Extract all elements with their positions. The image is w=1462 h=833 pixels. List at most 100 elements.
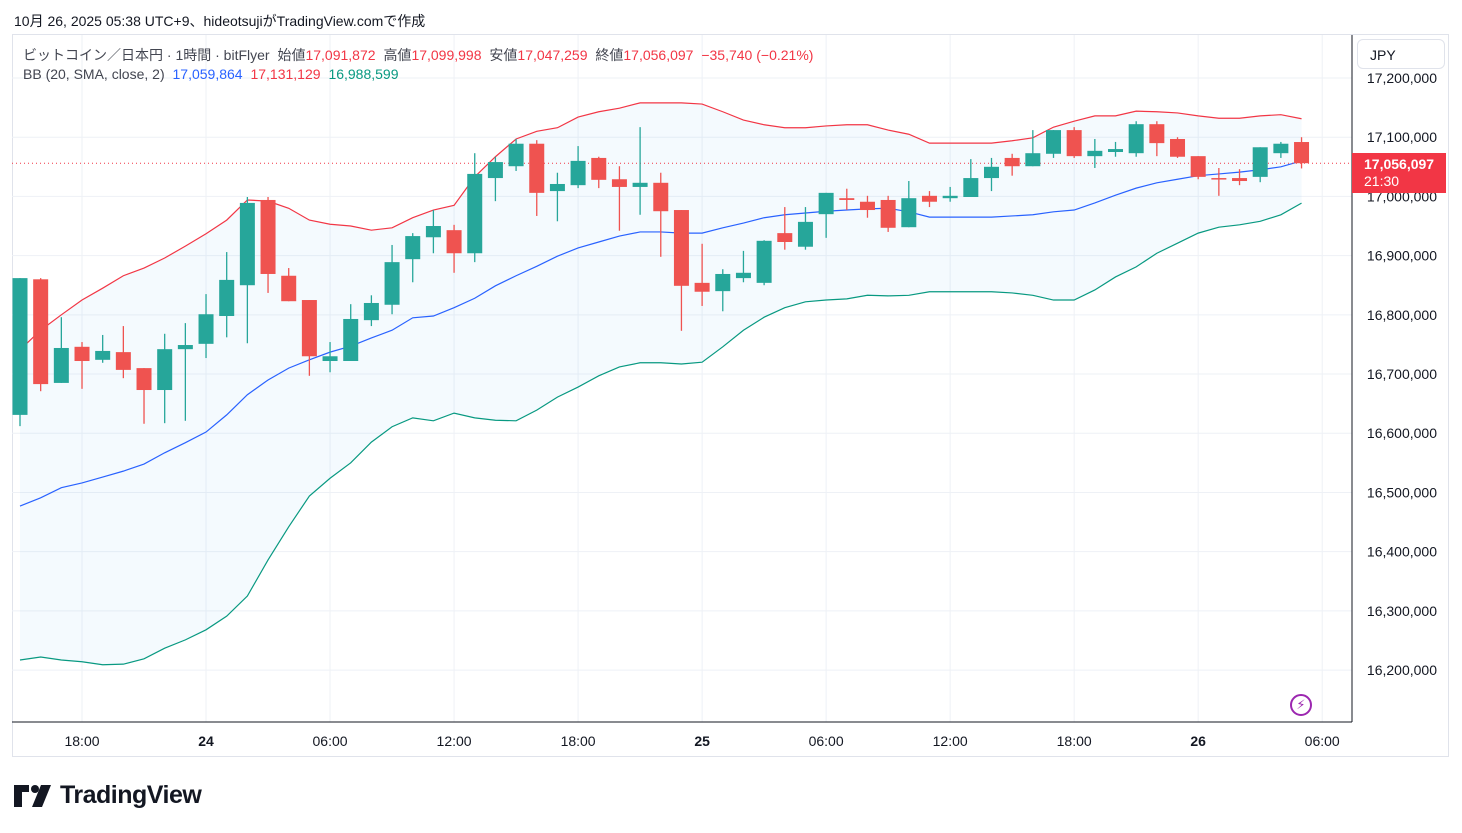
candle-body [756, 240, 772, 283]
bb-basis-value: 17,059,864 [172, 66, 243, 82]
candle-body [901, 198, 917, 228]
candle [95, 334, 111, 363]
candle-body [157, 349, 173, 391]
bb-lower-line [19, 202, 1302, 666]
candle-body [1190, 156, 1206, 177]
candle [281, 268, 297, 302]
price-tick-label: 16,300,000 [1367, 603, 1437, 619]
candle-body [1273, 143, 1289, 154]
candle [467, 153, 483, 263]
time-tick-label: 18:00 [561, 733, 596, 749]
candle [1211, 167, 1227, 196]
candle [1025, 130, 1041, 167]
candle [963, 159, 979, 198]
candle-body [549, 183, 565, 192]
close-label: 終値 [595, 47, 624, 63]
candle-body [859, 201, 875, 211]
candle-body [239, 202, 255, 286]
high-label: 高値 [383, 47, 412, 63]
candle [363, 295, 379, 327]
bb-upper-value: 17,131,129 [250, 66, 321, 82]
candle [673, 210, 689, 331]
candle-body [446, 230, 462, 254]
candle-body [632, 182, 648, 187]
candle [446, 224, 462, 273]
candle [880, 195, 896, 232]
candle-body [115, 352, 131, 370]
lightning-icon[interactable]: ⚡ [1290, 694, 1312, 716]
candle-body [177, 345, 193, 350]
candle-body [715, 273, 731, 292]
price-tick-label: 16,500,000 [1367, 484, 1437, 500]
candle-body [1170, 138, 1186, 157]
high-value: 17,099,998 [411, 47, 482, 63]
candle-body [198, 314, 214, 344]
candle-body [839, 198, 855, 200]
time-tick-label: 06:00 [313, 733, 348, 749]
candle-body [1252, 147, 1268, 177]
candle [694, 243, 710, 306]
candle-body [1066, 130, 1082, 157]
candle-body [363, 302, 379, 321]
candle [1149, 121, 1165, 157]
candle-body [136, 368, 152, 391]
candle-body [74, 346, 90, 362]
candle [425, 210, 441, 254]
candle [901, 181, 917, 228]
candle-body [1232, 178, 1248, 182]
bar-countdown: 21:30 [1364, 173, 1400, 189]
candle-body [384, 262, 400, 305]
bb-label[interactable]: BB (20, SMA, close, 2) [23, 66, 165, 82]
time-tick-label: 12:00 [437, 733, 472, 749]
plot-area [12, 35, 1352, 722]
last-price-label: 17,056,097 21:30 [1352, 153, 1446, 193]
close-value: 17,056,097 [623, 47, 694, 63]
candle [715, 269, 731, 312]
candle-body [1294, 142, 1310, 164]
candle-body [777, 233, 793, 243]
symbol-title[interactable]: ビットコイン／日本円 · 1時間 · bitFlyer [23, 47, 270, 63]
candle-body [487, 162, 503, 179]
candle-body [12, 278, 28, 415]
candle [322, 342, 338, 373]
candle-body [1004, 157, 1020, 167]
time-tick-label: 06:00 [809, 733, 844, 749]
price-tick-label: 16,800,000 [1367, 307, 1437, 323]
candle-body [818, 192, 834, 215]
bb-upper-line [19, 102, 1302, 351]
candle-body [611, 179, 627, 187]
candle [1170, 137, 1186, 158]
candle-body [281, 275, 297, 302]
candle [529, 140, 545, 216]
change-value: −35,740 (−0.21%) [701, 47, 814, 63]
candle-body [343, 318, 359, 362]
tradingview-logo[interactable]: TradingView [14, 781, 202, 810]
candle-body [797, 221, 813, 247]
candle [839, 188, 855, 211]
candle-body [1025, 153, 1041, 167]
candle-body [673, 210, 689, 286]
candle-body [591, 157, 607, 180]
candle [921, 191, 937, 208]
price-tick-label: 17,200,000 [1367, 70, 1437, 86]
time-tick-label: 26 [1190, 733, 1206, 749]
open-value: 17,091,872 [305, 47, 376, 63]
currency-button[interactable]: JPY [1357, 39, 1445, 69]
candle [301, 300, 317, 376]
candle [33, 278, 49, 392]
candle-body [301, 300, 317, 357]
price-tick-label: 16,400,000 [1367, 544, 1437, 560]
time-tick-label: 24 [198, 733, 214, 749]
candle-body [260, 199, 276, 274]
candle [74, 342, 90, 389]
candle [1294, 137, 1310, 169]
candle [177, 323, 193, 421]
candle [570, 146, 586, 189]
price-tick-label: 16,900,000 [1367, 248, 1437, 264]
candle [549, 172, 565, 222]
time-tick-label: 18:00 [1057, 733, 1092, 749]
candle [1046, 130, 1061, 158]
bb-band-fill [20, 102, 1302, 665]
candle [859, 195, 875, 218]
